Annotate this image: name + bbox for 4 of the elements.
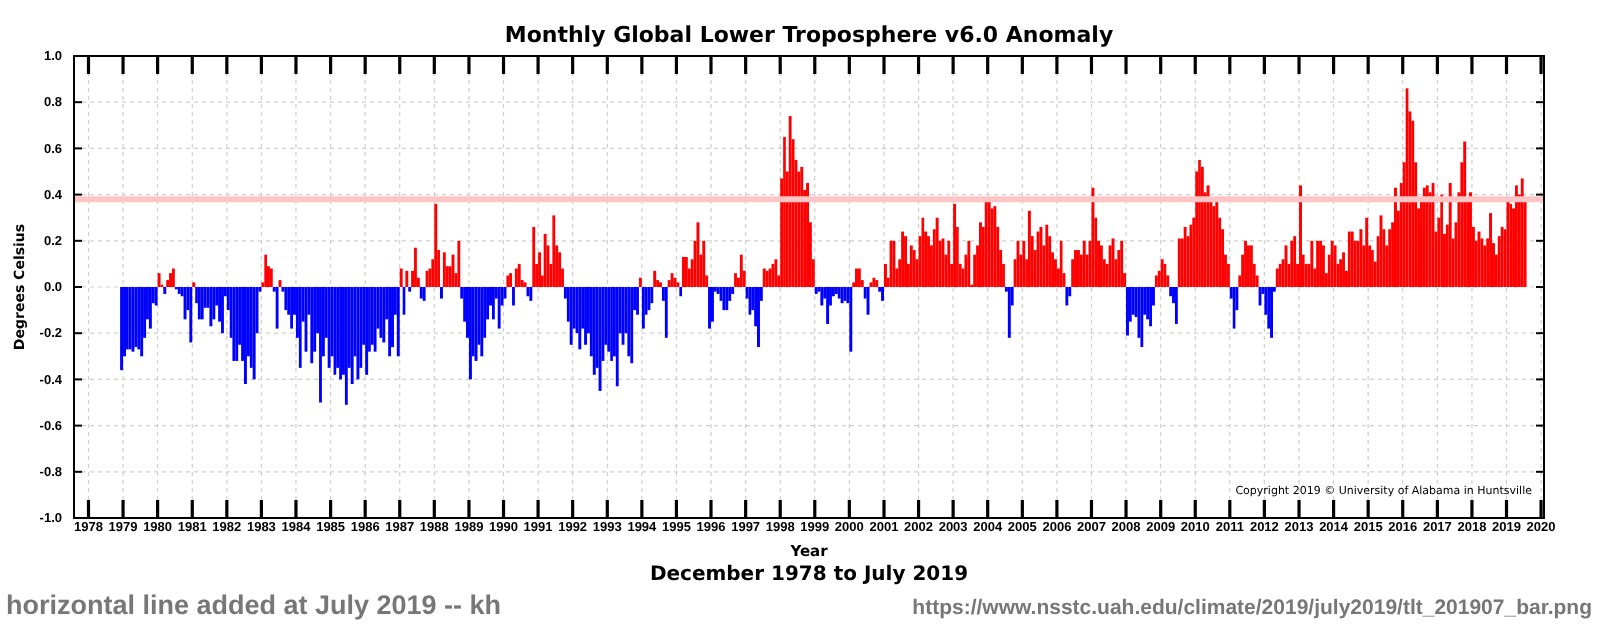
chart-title: Monthly Global Lower Troposphere v6.0 Anomaly	[504, 22, 1114, 48]
text: https://www.nsstc.uah.edu/climate/2019/july2019/tlt_201907_bar.png	[912, 596, 1592, 620]
text: December 1978 to July 2019	[649, 564, 969, 586]
text: horizontal line added at July 2019 -- kh	[6, 590, 502, 620]
